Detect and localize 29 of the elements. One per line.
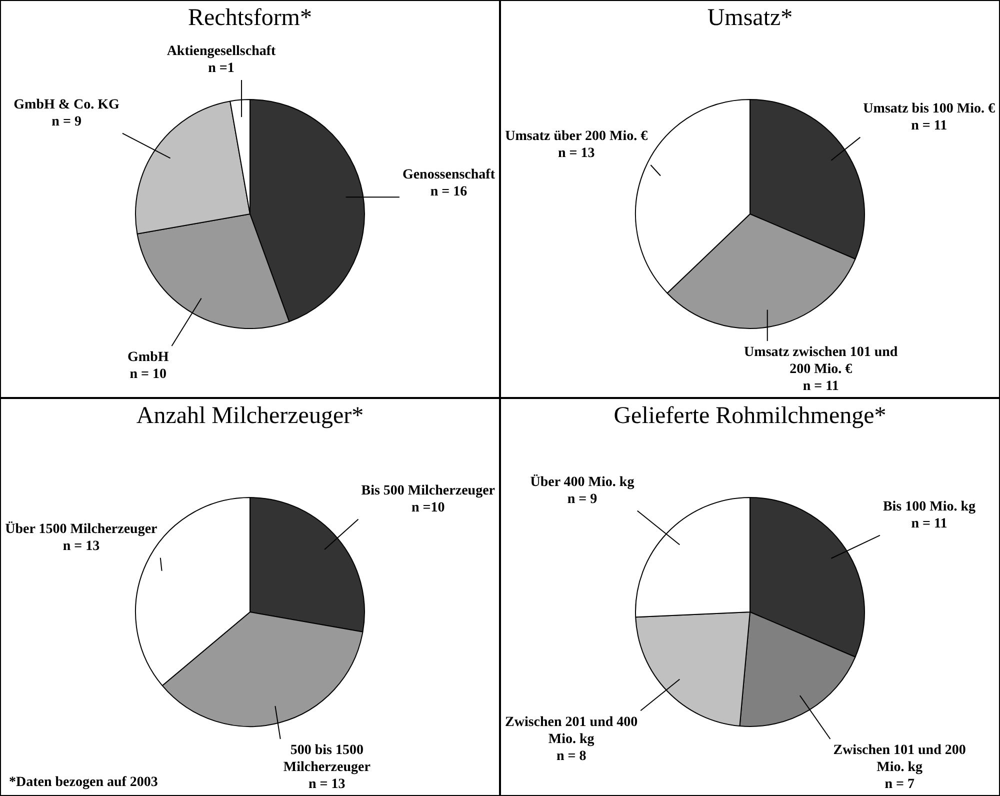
data-label: n = 7 [884,777,914,792]
slice-label: Umsatz über 200 Mio. € [505,129,648,144]
data-label: n = 8 [556,748,586,764]
slice-label: GmbH [128,350,169,366]
data-label: n =1 [208,61,234,76]
chart-title: Gelieferte Rohmilchmenge* [612,403,888,430]
data-label: n = 10 [130,367,167,382]
data-label: n = 9 [567,492,598,507]
data-label: n = 13 [62,538,100,554]
slice-label: Bis 100 Mio. kg [882,499,976,514]
data-label: n = 11 [911,118,948,134]
slice-label: Über 1500 Milcherzeuger [5,520,158,537]
slice-label: GmbH & Co. KG [14,97,120,112]
data-label: n = 13 [308,777,346,792]
slice-label: Aktiengesellschaft [166,44,276,60]
chart-title: Umsatz* [706,5,794,32]
slice-label: Genossenschaft [402,168,496,183]
slice-label: Umsatz bis 100 Mio. € [863,101,995,116]
data-label: n =10 [412,500,445,516]
data-label: n = 13 [558,146,595,162]
data-label: n = 11 [802,379,839,394]
data-label: n = 11 [911,516,948,532]
chart-title: Rechtsform* [187,5,313,32]
data-label: n = 9 [52,114,82,130]
text: *Daten bezogen auf 2003 [9,775,158,791]
data-label: n = 16 [430,184,468,200]
slice-label: Über 400 Mio. kg [530,474,634,490]
slice-label: Bis 500 Milcherzeuger [361,483,496,498]
chart-title: Anzahl Milcherzeuger* [135,403,365,430]
